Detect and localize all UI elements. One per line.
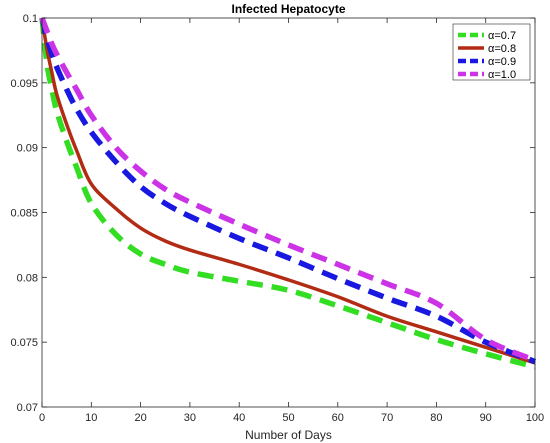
- x-tick-label: 50: [282, 412, 294, 424]
- y-tick-label: 0.08: [17, 272, 38, 284]
- x-tick-label: 70: [381, 412, 393, 424]
- y-tick-label: 0.07: [17, 402, 38, 414]
- x-tick-label: 20: [134, 412, 146, 424]
- x-tick-label: 40: [233, 412, 245, 424]
- series-line-2: [40, 17, 536, 365]
- x-tick-label: 10: [85, 412, 97, 424]
- x-tick-label: 80: [430, 412, 442, 424]
- y-tick-label: 0.085: [10, 208, 38, 220]
- legend-label-1: α=0.7: [488, 30, 516, 42]
- legend: α=0.7α=0.8α=0.9α=1.0: [452, 23, 531, 81]
- legend-label-4: α=1.0: [488, 69, 516, 81]
- x-axis-label: Number of Days: [245, 428, 332, 442]
- x-tick-label: 60: [332, 412, 344, 424]
- legend-label-2: α=0.8: [488, 43, 516, 55]
- series-line-1: [39, 17, 536, 370]
- y-axis: 0.07 0.075 0.08 0.085 0.09 0.095 0.1: [10, 13, 535, 414]
- x-tick-label: 90: [480, 412, 492, 424]
- y-tick-label: 0.095: [10, 78, 38, 90]
- chart-title: Infected Hepatocyte: [231, 2, 345, 16]
- x-tick-label: 100: [526, 412, 544, 424]
- x-axis: 0 10 20 30 40 50 60 70 80 90 100: [39, 18, 544, 424]
- y-tick-label: 0.09: [17, 143, 38, 155]
- x-tick-label: 0: [39, 412, 45, 424]
- x-tick-label: 30: [184, 412, 196, 424]
- y-tick-label: 0.1: [23, 13, 38, 25]
- series-layer: [39, 17, 537, 370]
- legend-label-3: α=0.9: [488, 56, 516, 68]
- y-tick-label: 0.075: [10, 337, 38, 349]
- series-line-4: [39, 17, 537, 363]
- series-line-3: [39, 17, 537, 365]
